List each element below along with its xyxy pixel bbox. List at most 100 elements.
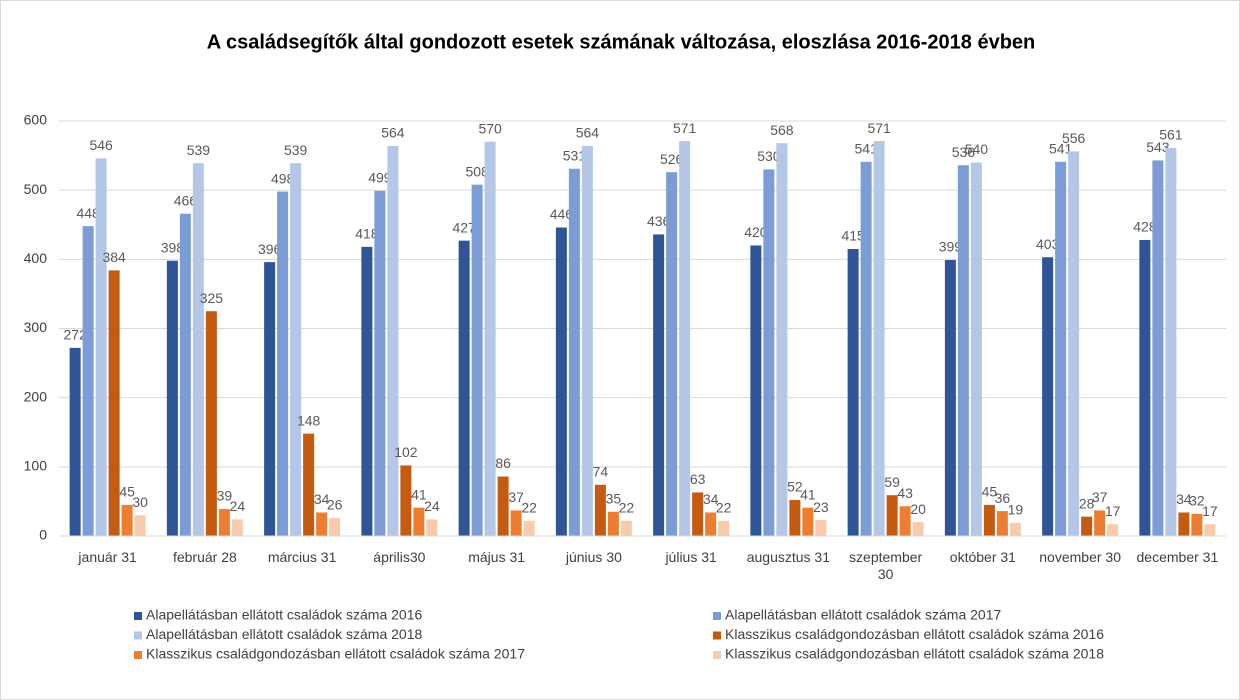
data-label: 37 — [508, 489, 524, 505]
bar — [1081, 516, 1093, 536]
bar — [899, 506, 911, 536]
bar — [802, 507, 814, 536]
data-label: 325 — [200, 290, 224, 306]
bar — [679, 141, 691, 536]
data-label: 28 — [1079, 495, 1095, 511]
data-label: 24 — [230, 498, 246, 514]
data-label: 564 — [381, 125, 405, 141]
bar — [523, 520, 535, 536]
data-label: 539 — [284, 142, 308, 158]
bar — [594, 484, 606, 536]
bar — [620, 520, 632, 536]
bar — [666, 172, 678, 536]
bar — [387, 145, 399, 536]
legend-swatch — [713, 651, 721, 659]
bar — [1068, 151, 1080, 536]
data-label: 39 — [217, 488, 233, 504]
legend-swatch — [134, 612, 142, 620]
data-label: 26 — [327, 497, 343, 513]
data-label: 570 — [478, 120, 502, 136]
bar — [510, 510, 522, 536]
data-label: 74 — [593, 464, 609, 480]
data-label: 396 — [258, 241, 282, 257]
x-tick-label: február 28 — [172, 549, 237, 565]
data-label: 22 — [521, 499, 537, 515]
bar — [1165, 147, 1177, 536]
bar — [776, 143, 788, 536]
data-label: 34 — [1176, 491, 1192, 507]
y-tick-label: 600 — [24, 112, 48, 128]
legend-label: Klasszikus családgondozásban ellátott cs… — [146, 646, 525, 662]
bar — [996, 511, 1008, 536]
bar — [1009, 522, 1021, 536]
data-label: 531 — [563, 147, 587, 163]
bar — [290, 163, 302, 537]
bar — [1139, 239, 1151, 536]
bar — [957, 165, 969, 536]
bar — [718, 520, 730, 536]
bar — [1204, 524, 1216, 536]
y-tick-label: 100 — [24, 458, 48, 474]
data-label: 466 — [174, 192, 198, 208]
bar — [1107, 524, 1119, 536]
bar — [912, 522, 924, 536]
bar — [970, 162, 982, 536]
x-tick-label: augusztus 31 — [746, 549, 831, 565]
bar — [497, 476, 509, 536]
data-label: 272 — [63, 327, 87, 343]
legend-label: Klasszikus családgondozásban ellátott cs… — [725, 646, 1104, 662]
legend-label: Alapellátásban ellátott családok száma 2… — [146, 626, 423, 642]
legend-swatch — [134, 651, 142, 659]
bar — [581, 145, 593, 536]
data-label: 45 — [982, 484, 998, 500]
bar — [653, 234, 665, 536]
data-label: 543 — [1146, 139, 1170, 155]
data-label: 498 — [271, 170, 295, 186]
data-label: 446 — [550, 206, 574, 222]
bar — [886, 495, 898, 536]
bar — [329, 518, 341, 536]
bar — [426, 519, 438, 536]
bar — [69, 347, 81, 536]
bar — [471, 184, 483, 536]
bar — [555, 227, 567, 536]
data-label: 499 — [368, 170, 392, 186]
x-tick-label: december 31 — [1136, 549, 1219, 565]
data-label: 63 — [690, 471, 706, 487]
data-label: 564 — [576, 125, 600, 141]
legend-label: Klasszikus családgondozásban ellátott cs… — [725, 626, 1104, 642]
data-label: 86 — [495, 455, 511, 471]
x-tick-label: április30 — [373, 549, 426, 565]
bar — [205, 311, 217, 536]
data-label: 23 — [813, 499, 829, 515]
bar — [983, 504, 995, 536]
data-label: 428 — [1133, 219, 1157, 235]
bar — [484, 141, 496, 536]
x-tick-label: október 31 — [949, 549, 1016, 565]
x-tick-label: március 31 — [267, 549, 337, 565]
bar — [277, 191, 289, 537]
y-tick-label: 200 — [24, 388, 48, 404]
data-label: 32 — [1189, 493, 1205, 509]
bar — [607, 511, 619, 536]
bar — [1152, 160, 1164, 537]
data-label: 35 — [606, 490, 622, 506]
data-label: 571 — [867, 120, 891, 136]
data-label: 41 — [800, 486, 816, 502]
bar — [374, 190, 386, 536]
x-tick-label: május 31 — [468, 549, 526, 565]
data-label: 34 — [314, 491, 330, 507]
bar — [1094, 510, 1106, 536]
data-label: 43 — [897, 485, 913, 501]
data-label: 540 — [965, 141, 989, 157]
data-label: 102 — [394, 444, 418, 460]
bar — [303, 433, 315, 536]
data-label: 556 — [1062, 130, 1086, 146]
bar — [568, 168, 580, 536]
bar — [400, 465, 412, 536]
y-tick-label: 300 — [24, 319, 48, 335]
bar — [944, 260, 956, 536]
data-label: 436 — [647, 213, 671, 229]
